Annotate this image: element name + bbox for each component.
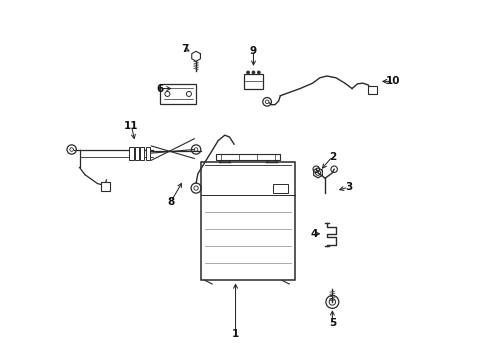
Text: 3: 3: [344, 182, 351, 192]
FancyBboxPatch shape: [135, 147, 139, 159]
FancyBboxPatch shape: [101, 182, 110, 191]
Circle shape: [246, 71, 249, 74]
FancyBboxPatch shape: [243, 74, 263, 89]
FancyBboxPatch shape: [160, 84, 196, 104]
Text: 1: 1: [231, 329, 239, 339]
FancyBboxPatch shape: [273, 184, 287, 193]
Circle shape: [257, 71, 260, 74]
FancyBboxPatch shape: [145, 147, 149, 159]
FancyBboxPatch shape: [215, 154, 280, 160]
Text: 7: 7: [181, 44, 189, 54]
Text: 10: 10: [386, 76, 400, 86]
Text: 4: 4: [310, 229, 318, 239]
Text: 8: 8: [167, 197, 174, 207]
Text: 5: 5: [328, 319, 335, 328]
Text: 6: 6: [156, 84, 163, 94]
Text: 9: 9: [249, 46, 257, 56]
FancyBboxPatch shape: [367, 86, 376, 94]
FancyBboxPatch shape: [201, 162, 294, 280]
FancyBboxPatch shape: [129, 147, 133, 159]
Circle shape: [251, 71, 254, 74]
FancyBboxPatch shape: [140, 147, 144, 159]
Text: 2: 2: [328, 152, 335, 162]
Text: 11: 11: [124, 121, 139, 131]
